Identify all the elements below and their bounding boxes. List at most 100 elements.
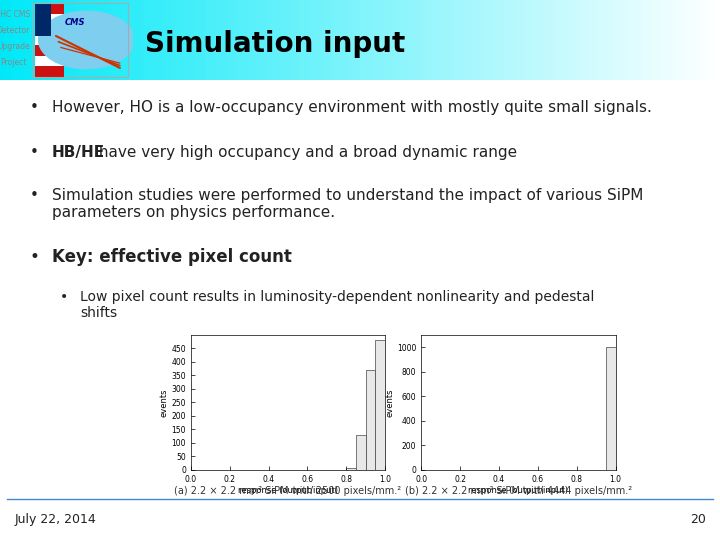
FancyBboxPatch shape	[605, 0, 608, 80]
FancyBboxPatch shape	[529, 0, 533, 80]
FancyBboxPatch shape	[29, 0, 32, 80]
FancyBboxPatch shape	[320, 0, 324, 80]
FancyBboxPatch shape	[18, 0, 22, 80]
FancyBboxPatch shape	[137, 0, 140, 80]
FancyBboxPatch shape	[644, 0, 648, 80]
Text: Project: Project	[0, 58, 27, 67]
FancyBboxPatch shape	[565, 0, 569, 80]
FancyBboxPatch shape	[400, 0, 403, 80]
FancyBboxPatch shape	[295, 0, 299, 80]
FancyBboxPatch shape	[43, 0, 47, 80]
Y-axis label: events: events	[160, 388, 168, 416]
Y-axis label: events: events	[385, 388, 394, 416]
FancyBboxPatch shape	[335, 0, 338, 80]
FancyBboxPatch shape	[176, 0, 180, 80]
FancyBboxPatch shape	[572, 0, 576, 80]
FancyBboxPatch shape	[457, 0, 461, 80]
FancyBboxPatch shape	[558, 0, 562, 80]
FancyBboxPatch shape	[518, 0, 522, 80]
FancyBboxPatch shape	[439, 0, 443, 80]
FancyBboxPatch shape	[317, 0, 320, 80]
FancyBboxPatch shape	[227, 0, 230, 80]
FancyBboxPatch shape	[385, 0, 389, 80]
FancyBboxPatch shape	[72, 0, 76, 80]
FancyBboxPatch shape	[40, 0, 43, 80]
Bar	[356, 435, 366, 470]
FancyBboxPatch shape	[155, 0, 158, 80]
FancyBboxPatch shape	[623, 0, 626, 80]
FancyBboxPatch shape	[338, 0, 342, 80]
FancyBboxPatch shape	[713, 0, 716, 80]
FancyBboxPatch shape	[587, 0, 590, 80]
FancyBboxPatch shape	[626, 0, 630, 80]
FancyBboxPatch shape	[432, 0, 436, 80]
FancyBboxPatch shape	[223, 0, 227, 80]
FancyBboxPatch shape	[191, 0, 194, 80]
FancyBboxPatch shape	[691, 0, 695, 80]
FancyBboxPatch shape	[173, 0, 176, 80]
FancyBboxPatch shape	[418, 0, 421, 80]
FancyBboxPatch shape	[511, 0, 515, 80]
Text: (b) 2.2 × 2.2 mm² SiPM with 4444 pixels/mm.²: (b) 2.2 × 2.2 mm² SiPM with 4444 pixels/…	[405, 486, 632, 496]
FancyBboxPatch shape	[50, 0, 54, 80]
FancyBboxPatch shape	[11, 0, 14, 80]
FancyBboxPatch shape	[684, 0, 688, 80]
FancyBboxPatch shape	[446, 0, 450, 80]
FancyBboxPatch shape	[184, 0, 187, 80]
FancyBboxPatch shape	[277, 0, 281, 80]
FancyBboxPatch shape	[464, 0, 468, 80]
FancyBboxPatch shape	[508, 0, 511, 80]
FancyBboxPatch shape	[360, 0, 364, 80]
FancyBboxPatch shape	[551, 0, 554, 80]
FancyBboxPatch shape	[112, 0, 115, 80]
FancyBboxPatch shape	[130, 0, 133, 80]
FancyBboxPatch shape	[180, 0, 184, 80]
FancyBboxPatch shape	[680, 0, 684, 80]
FancyBboxPatch shape	[612, 0, 616, 80]
FancyBboxPatch shape	[35, 35, 64, 45]
FancyBboxPatch shape	[22, 0, 25, 80]
FancyBboxPatch shape	[569, 0, 572, 80]
FancyBboxPatch shape	[468, 0, 472, 80]
Text: •: •	[30, 248, 40, 266]
FancyBboxPatch shape	[716, 0, 720, 80]
FancyBboxPatch shape	[576, 0, 580, 80]
FancyBboxPatch shape	[234, 0, 238, 80]
FancyBboxPatch shape	[396, 0, 400, 80]
FancyBboxPatch shape	[590, 0, 594, 80]
FancyBboxPatch shape	[425, 0, 428, 80]
FancyBboxPatch shape	[35, 56, 64, 66]
FancyBboxPatch shape	[410, 0, 414, 80]
FancyBboxPatch shape	[169, 0, 173, 80]
FancyBboxPatch shape	[256, 0, 259, 80]
FancyBboxPatch shape	[371, 0, 374, 80]
FancyBboxPatch shape	[324, 0, 328, 80]
FancyBboxPatch shape	[698, 0, 702, 80]
FancyBboxPatch shape	[68, 0, 72, 80]
Text: (a) 2.2 × 2.2 mm² SiPM with 2500 pixels/mm.²: (a) 2.2 × 2.2 mm² SiPM with 2500 pixels/…	[174, 486, 402, 496]
FancyBboxPatch shape	[536, 0, 540, 80]
FancyBboxPatch shape	[284, 0, 288, 80]
FancyBboxPatch shape	[454, 0, 457, 80]
FancyBboxPatch shape	[194, 0, 198, 80]
FancyBboxPatch shape	[407, 0, 410, 80]
FancyBboxPatch shape	[216, 0, 220, 80]
FancyBboxPatch shape	[378, 0, 382, 80]
Circle shape	[39, 11, 135, 69]
FancyBboxPatch shape	[97, 0, 101, 80]
FancyBboxPatch shape	[666, 0, 670, 80]
FancyBboxPatch shape	[162, 0, 166, 80]
FancyBboxPatch shape	[367, 0, 371, 80]
FancyBboxPatch shape	[259, 0, 263, 80]
FancyBboxPatch shape	[659, 0, 662, 80]
FancyBboxPatch shape	[274, 0, 277, 80]
Bar	[376, 340, 385, 470]
FancyBboxPatch shape	[500, 0, 504, 80]
Text: LHC CMS: LHC CMS	[0, 10, 30, 19]
FancyBboxPatch shape	[608, 0, 612, 80]
FancyBboxPatch shape	[526, 0, 529, 80]
FancyBboxPatch shape	[695, 0, 698, 80]
FancyBboxPatch shape	[540, 0, 544, 80]
FancyBboxPatch shape	[35, 3, 50, 36]
FancyBboxPatch shape	[166, 0, 169, 80]
